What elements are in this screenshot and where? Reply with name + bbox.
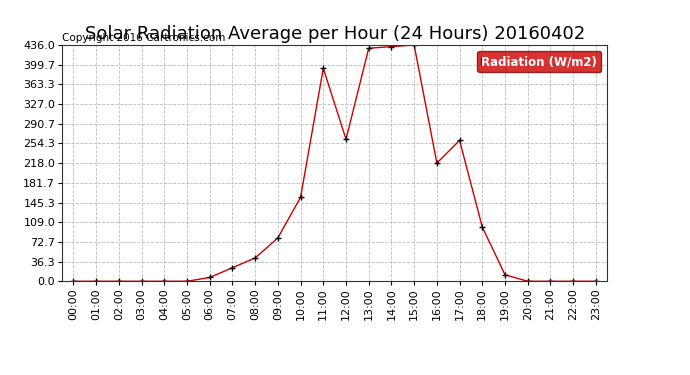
Legend: Radiation (W/m2): Radiation (W/m2)	[477, 51, 601, 72]
Title: Solar Radiation Average per Hour (24 Hours) 20160402: Solar Radiation Average per Hour (24 Hou…	[84, 26, 585, 44]
Text: Copyright 2016 Cartronics.com: Copyright 2016 Cartronics.com	[62, 33, 226, 43]
